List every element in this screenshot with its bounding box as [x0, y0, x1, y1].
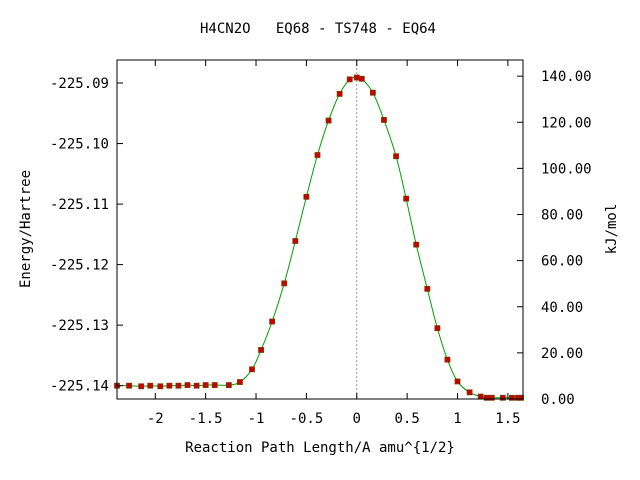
y2-tick-label: 20.00: [541, 346, 583, 362]
data-point: [225, 382, 232, 388]
y2-tick-label: 140.00: [541, 69, 592, 85]
y2-tick-label: 100.00: [541, 161, 592, 177]
data-point: [403, 195, 410, 202]
data-point: [193, 382, 200, 389]
data-point: [211, 382, 218, 388]
data-point: [325, 117, 332, 124]
x-tick-label: -0.5: [290, 411, 324, 427]
data-point: [488, 394, 495, 401]
data-point: [466, 389, 473, 396]
x-tick-label: 1: [453, 411, 461, 427]
data-point: [434, 325, 441, 332]
data-point: [147, 382, 154, 389]
y-tick-label: -225.13: [50, 318, 109, 334]
y-axis-right: 140.00 120.00 100.00 80.00 60.00 40.00 20.00 0.…: [517, 69, 592, 408]
data-point: [413, 241, 420, 248]
y2-tick-label: 120.00: [541, 115, 592, 131]
plot-frame: [116, 59, 524, 400]
y2-axis-label: kJ/mol: [604, 204, 620, 255]
energy-curve: [116, 76, 521, 399]
data-point: [157, 383, 164, 390]
y-tick-label: -225.12: [50, 258, 109, 274]
data-point: [369, 89, 376, 96]
data-point: [258, 347, 264, 353]
data-point: [358, 75, 365, 82]
x-tick-label: -2: [147, 411, 164, 427]
y-tick-label: -225.09: [50, 76, 109, 92]
data-point: [454, 378, 461, 385]
data-point: [166, 382, 173, 389]
data-point: [381, 117, 387, 123]
data-point: [483, 394, 490, 401]
x-tick-label: 1.5: [495, 411, 520, 427]
data-point: [499, 394, 506, 401]
plot-area: [114, 60, 524, 401]
data-point: [444, 356, 451, 363]
data-point: [138, 383, 145, 390]
y-tick-label: -225.10: [50, 137, 109, 153]
x-tick-label: 0: [353, 411, 361, 427]
y2-tick-label: 0.00: [541, 392, 575, 408]
data-point: [202, 382, 209, 388]
data-point: [292, 238, 299, 244]
y-axis-left: -225.09 -225.10 -225.11 -225.12 -225.13 -225.…: [50, 76, 123, 395]
data-point: [303, 193, 310, 200]
x-tick-label: -1.5: [189, 411, 223, 427]
y2-tick-label: 80.00: [541, 208, 583, 224]
y-axis-label: Energy/Hartree: [18, 170, 34, 288]
data-point: [509, 394, 515, 401]
data-point: [336, 91, 343, 97]
data-point: [393, 153, 399, 160]
y-tick-label: -225.14: [50, 379, 109, 395]
data-point: [346, 76, 353, 83]
y2-tick-label: 60.00: [541, 254, 583, 270]
data-point: [424, 285, 431, 292]
x-axis: -2 -1.5 -1 -0.5 0 0.5 1 1.5: [147, 60, 521, 427]
data-point: [353, 74, 360, 81]
data-point: [314, 152, 321, 158]
data-point: [184, 382, 191, 388]
chart-title: H4CN2O EQ68 - TS748 - EQ64: [200, 21, 436, 37]
data-point: [477, 393, 484, 400]
x-axis-label: Reaction Path Length/A amu^{1/2}: [185, 440, 455, 456]
data-point: [126, 382, 132, 389]
data-point: [281, 280, 288, 287]
data-point: [175, 382, 182, 389]
data-point: [269, 318, 276, 325]
data-point: [249, 366, 255, 373]
y2-tick-label: 40.00: [541, 300, 583, 316]
data-point: [237, 379, 243, 385]
x-tick-label: -1: [248, 411, 265, 427]
x-tick-label: 0.5: [394, 411, 419, 427]
y-tick-label: -225.11: [50, 197, 109, 213]
